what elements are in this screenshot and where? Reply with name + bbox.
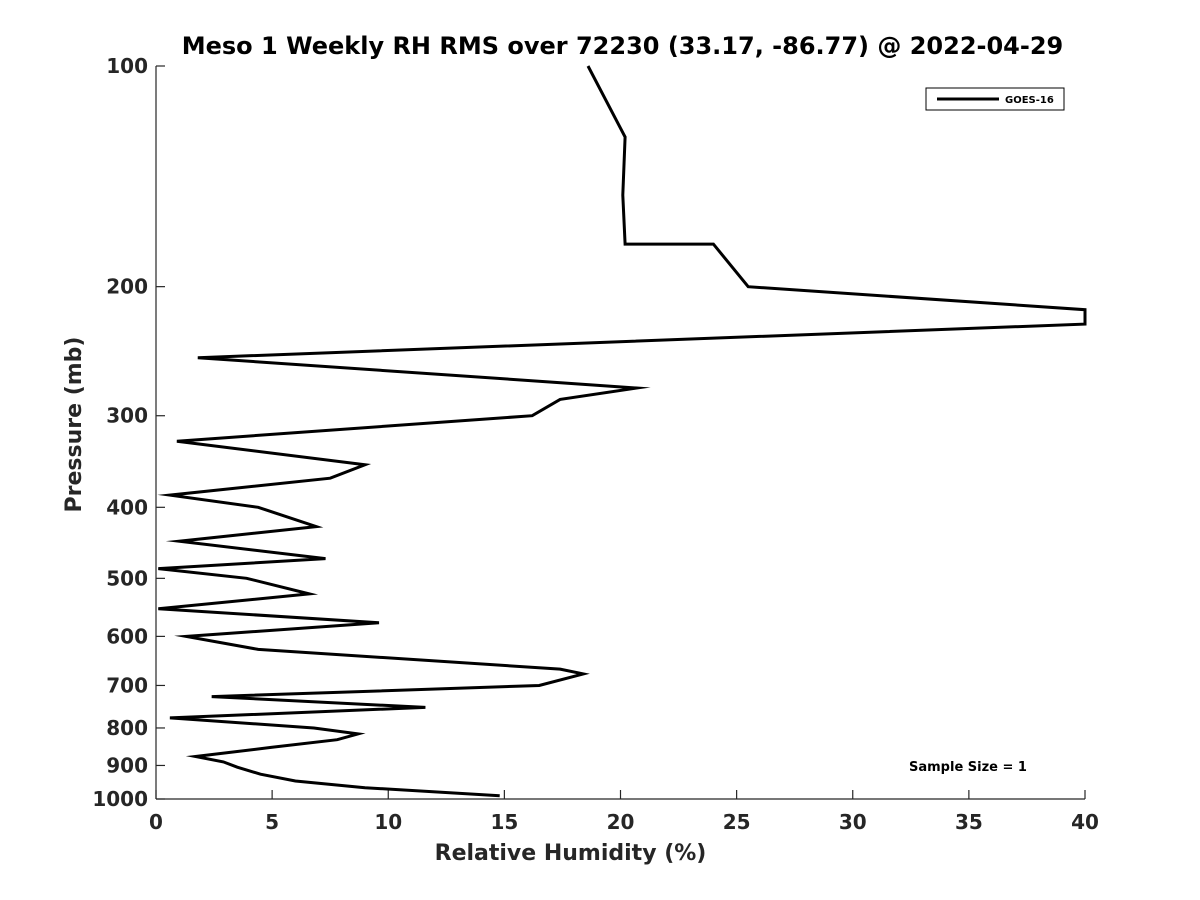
- y-tick-label: 900: [106, 753, 148, 777]
- y-tick-label: 800: [106, 716, 148, 740]
- chart-title: Meso 1 Weekly RH RMS over 72230 (33.17, …: [182, 32, 1064, 60]
- y-tick-label: 200: [106, 275, 148, 299]
- sample-size-annotation: Sample Size = 1: [909, 760, 1027, 775]
- x-axis-label: Relative Humidity (%): [435, 841, 707, 866]
- x-tick-label: 5: [265, 810, 279, 834]
- y-tick-label: 1000: [92, 787, 148, 811]
- y-tick-label: 600: [106, 624, 148, 648]
- y-tick-label: 500: [106, 566, 148, 590]
- x-tick-label: 0: [149, 810, 163, 834]
- x-tick-label: 15: [490, 810, 518, 834]
- y-tick-label: 400: [106, 495, 148, 519]
- legend-label-goes-16: GOES-16: [1005, 95, 1054, 106]
- x-tick-label: 10: [374, 810, 402, 834]
- y-tick-label: 100: [106, 54, 148, 78]
- y-axis-label: Pressure (mb): [62, 337, 87, 513]
- ticks: 0 5 10 15 20 25 30 35 40 100 200 300 400 500 600 700 800…: [92, 54, 1099, 834]
- legend: GOES-16: [925, 87, 1065, 111]
- y-tick-label: 300: [106, 404, 148, 428]
- series-group: [157, 65, 1087, 798]
- x-tick-label: 25: [723, 810, 751, 834]
- x-tick-label: 30: [839, 810, 867, 834]
- x-tick-label: 35: [955, 810, 983, 834]
- x-tick-label: 40: [1071, 810, 1099, 834]
- x-tick-label: 20: [607, 810, 635, 834]
- y-tick-label: 700: [106, 673, 148, 697]
- series-line-goes-16: [157, 65, 1087, 798]
